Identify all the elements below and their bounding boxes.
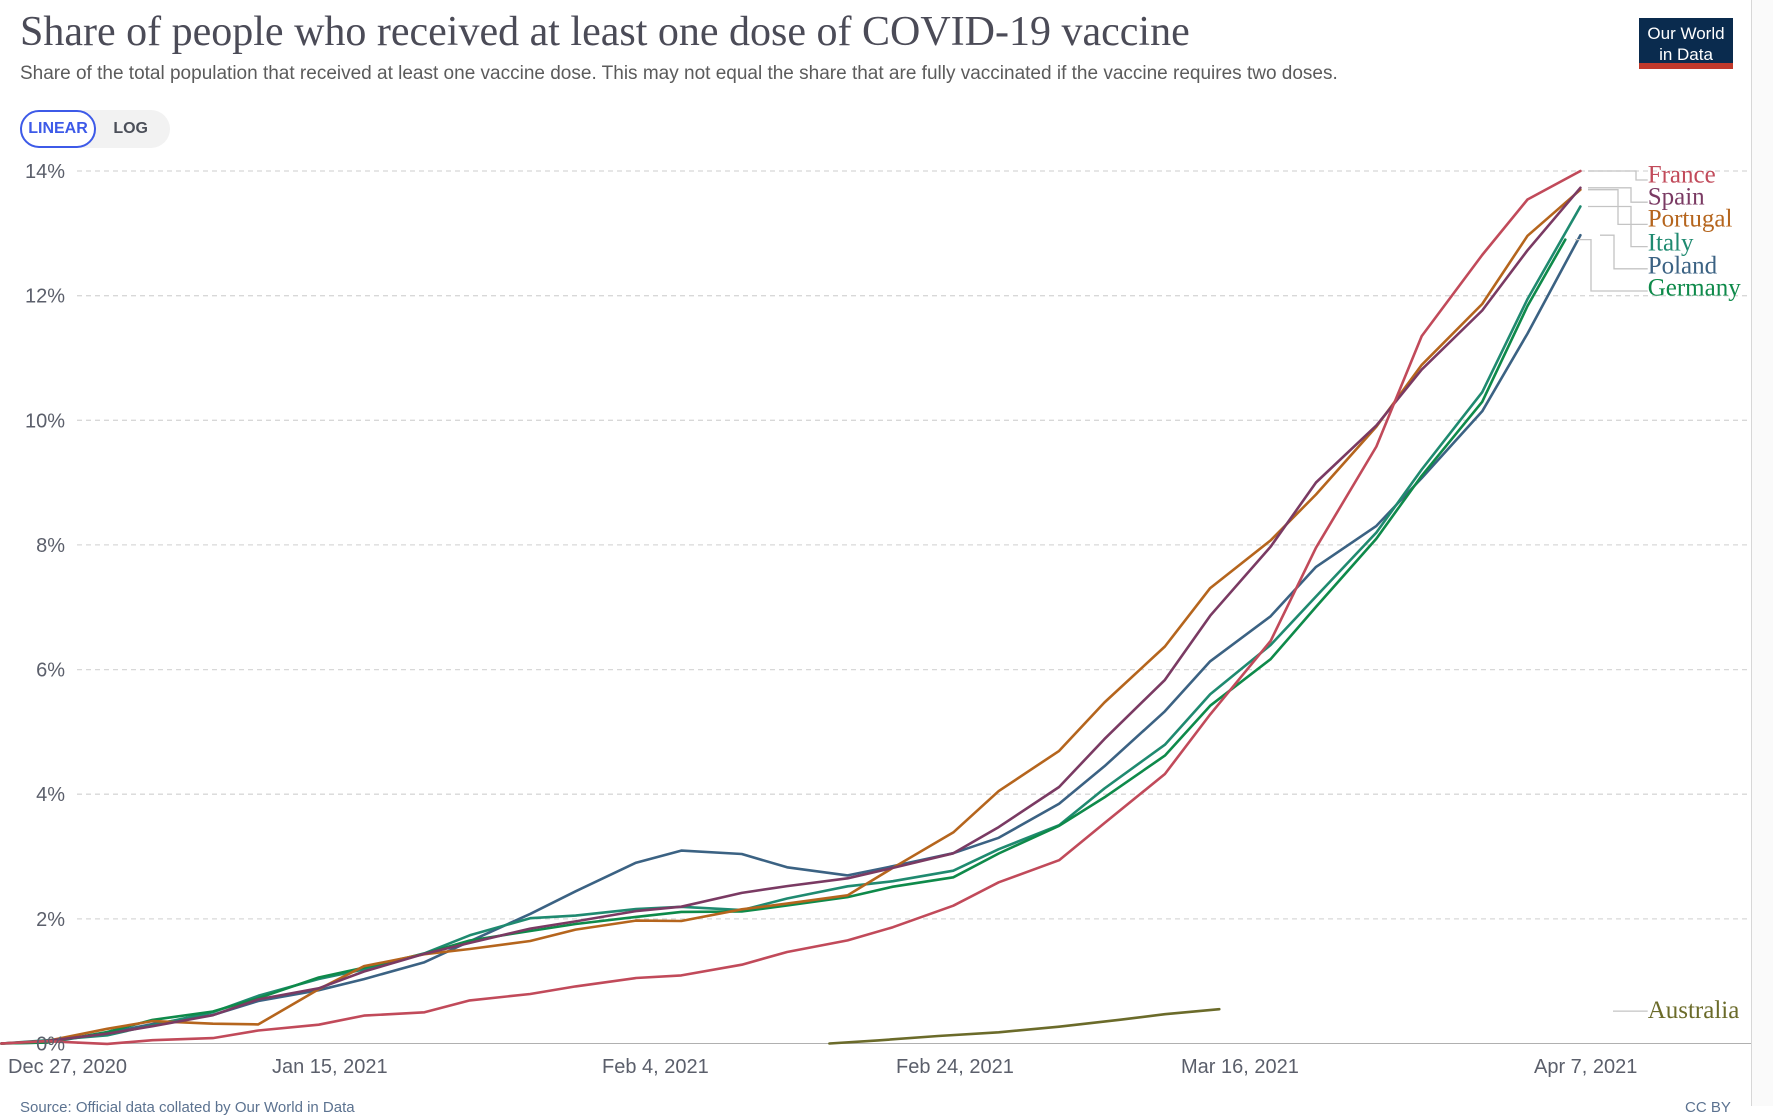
svg-text:Apr 7, 2021: Apr 7, 2021 [1534, 1056, 1637, 1078]
svg-text:Feb 24, 2021: Feb 24, 2021 [896, 1056, 1014, 1078]
svg-text:Dec 27, 2020: Dec 27, 2020 [8, 1056, 127, 1078]
svg-text:2%: 2% [36, 909, 65, 931]
svg-text:12%: 12% [25, 286, 65, 308]
svg-text:Australia: Australia [1648, 997, 1740, 1024]
svg-text:8%: 8% [36, 535, 65, 557]
svg-text:0%: 0% [36, 1034, 65, 1056]
svg-text:10%: 10% [25, 410, 65, 432]
svg-text:4%: 4% [36, 784, 65, 806]
svg-text:14%: 14% [25, 161, 65, 183]
svg-text:Feb 4, 2021: Feb 4, 2021 [602, 1056, 709, 1078]
svg-text:6%: 6% [36, 660, 65, 682]
svg-text:Jan 15, 2021: Jan 15, 2021 [272, 1056, 388, 1078]
svg-text:Germany: Germany [1648, 275, 1742, 302]
svg-text:Mar 16, 2021: Mar 16, 2021 [1181, 1056, 1299, 1078]
